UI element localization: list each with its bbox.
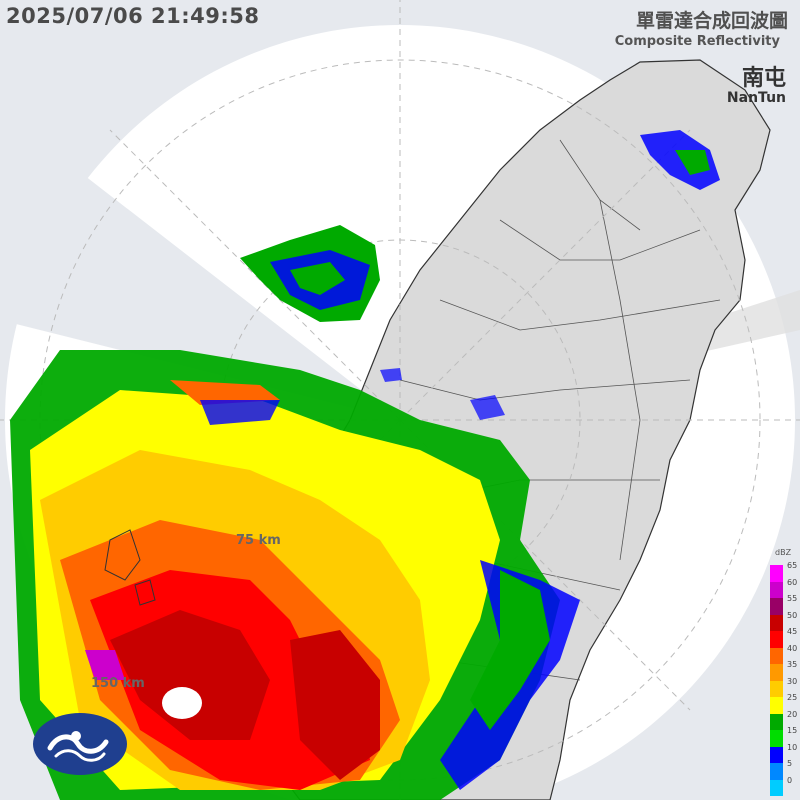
- legend-tick-label: 30: [787, 676, 798, 686]
- legend-swatch: [770, 713, 783, 730]
- legend-swatch: [770, 565, 783, 582]
- legend-swatch: [770, 598, 783, 615]
- legend-tick-label: 45: [787, 627, 798, 636]
- station-name-zh: 南屯: [741, 66, 786, 91]
- blocked-sector: [0, 110, 400, 420]
- legend-tick-label: 55: [787, 594, 798, 603]
- range-label-150: 150 km: [91, 676, 145, 691]
- product-title-en: Composite Reflectivity: [614, 34, 780, 49]
- legend-swatch: [770, 647, 783, 664]
- legend-tick-label: 35: [787, 660, 798, 669]
- legend-unit: dBZ: [775, 548, 792, 557]
- legend-tick-label: 40: [787, 643, 798, 653]
- legend-tick-label: 60: [787, 577, 798, 587]
- legend-tick-label: 20: [787, 709, 798, 719]
- cwa-logo-icon: [33, 713, 127, 775]
- legend-tick-label: 25: [787, 693, 798, 702]
- product-title-zh: 單雷達合成回波圖: [635, 10, 788, 32]
- legend-tick-label: 50: [787, 610, 798, 620]
- legend-swatch: [770, 664, 783, 681]
- legend-tick-label: 10: [787, 742, 798, 752]
- legend-tick-label: 0: [787, 775, 793, 785]
- legend-tick-label: 65: [787, 561, 798, 570]
- legend-swatch: [770, 680, 783, 697]
- legend-swatch: [770, 730, 783, 747]
- timestamp: 2025/07/06 21:49:58: [6, 4, 260, 28]
- legend-swatch: [770, 631, 783, 648]
- penghu-islands: [104, 529, 156, 606]
- legend-swatch: [770, 779, 783, 796]
- legend-swatch: [770, 614, 783, 631]
- legend-swatch: [770, 763, 783, 780]
- station-name-en: NanTun: [726, 90, 786, 106]
- legend-tick-label: 5: [787, 759, 793, 768]
- range-label-75: 75 km: [236, 533, 281, 548]
- reflectivity-echoes: [10, 130, 720, 800]
- legend-swatch: [770, 746, 783, 763]
- legend-tick-label: 15: [787, 726, 798, 735]
- legend-swatch: [770, 697, 783, 714]
- legend-swatch: [770, 581, 783, 598]
